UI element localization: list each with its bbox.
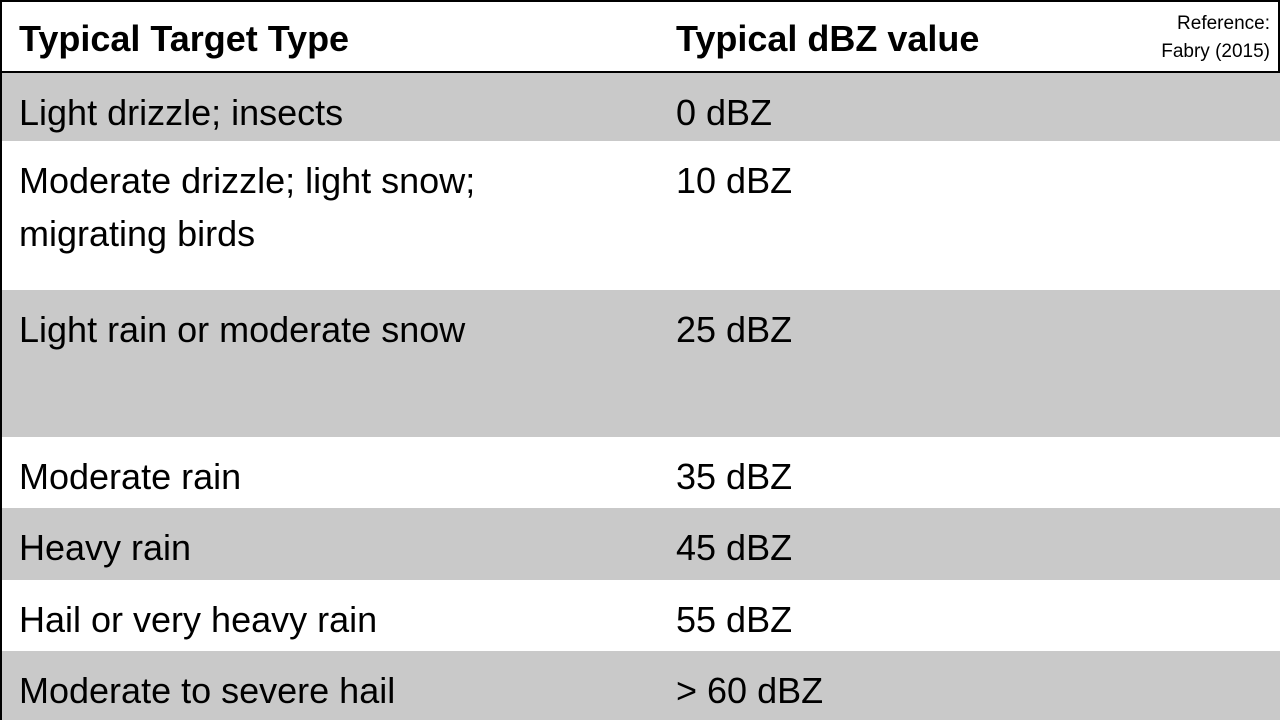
target-type-line: migrating birds [19, 213, 256, 254]
table-row: Moderate to severe hail > 60 dBZ [0, 651, 1280, 720]
header-dbz-value: Typical dBZ value [676, 18, 980, 59]
table-body: Light drizzle; insects 0 dBZ Moderate dr… [0, 73, 1280, 720]
table-row: Heavy rain 45 dBZ [0, 508, 1280, 580]
table-row: Hail or very heavy rain 55 dBZ [0, 580, 1280, 651]
target-type-cell: Light drizzle; insects [19, 92, 344, 133]
header-target-type: Typical Target Type [19, 18, 350, 59]
dbz-value-cell: 0 dBZ [676, 92, 773, 133]
table-row: Moderate rain 35 dBZ [0, 437, 1280, 508]
dbz-value-cell: > 60 dBZ [676, 670, 824, 711]
reference-citation: Fabry (2015) [1161, 41, 1270, 62]
table-row: Moderate drizzle; light snow; migrating … [0, 141, 1280, 290]
dbz-value-cell: 25 dBZ [676, 309, 793, 350]
target-type-cell: Heavy rain [19, 527, 192, 568]
reference-label: Reference: [1177, 13, 1270, 34]
dbz-value-cell: 35 dBZ [676, 456, 793, 497]
reference-note: Reference: Fabry (2015) [1161, 10, 1270, 66]
dbz-value-cell: 10 dBZ [676, 160, 793, 201]
table-header: Typical Target Type Typical dBZ value Re… [0, 0, 1280, 73]
target-type-cell: Moderate rain [19, 456, 242, 497]
target-type-cell: Moderate drizzle; light snow; migrating … [19, 154, 475, 260]
table-row: Light rain or moderate snow 25 dBZ [0, 290, 1280, 437]
target-type-cell: Hail or very heavy rain [19, 599, 378, 640]
target-type-line: Moderate drizzle; light snow; [19, 160, 476, 201]
target-type-cell: Light rain or moderate snow [19, 309, 466, 350]
table-row: Light drizzle; insects 0 dBZ [0, 73, 1280, 141]
dbz-value-cell: 45 dBZ [676, 527, 793, 568]
target-type-cell: Moderate to severe hail [19, 670, 396, 711]
dbz-value-cell: 55 dBZ [676, 599, 793, 640]
